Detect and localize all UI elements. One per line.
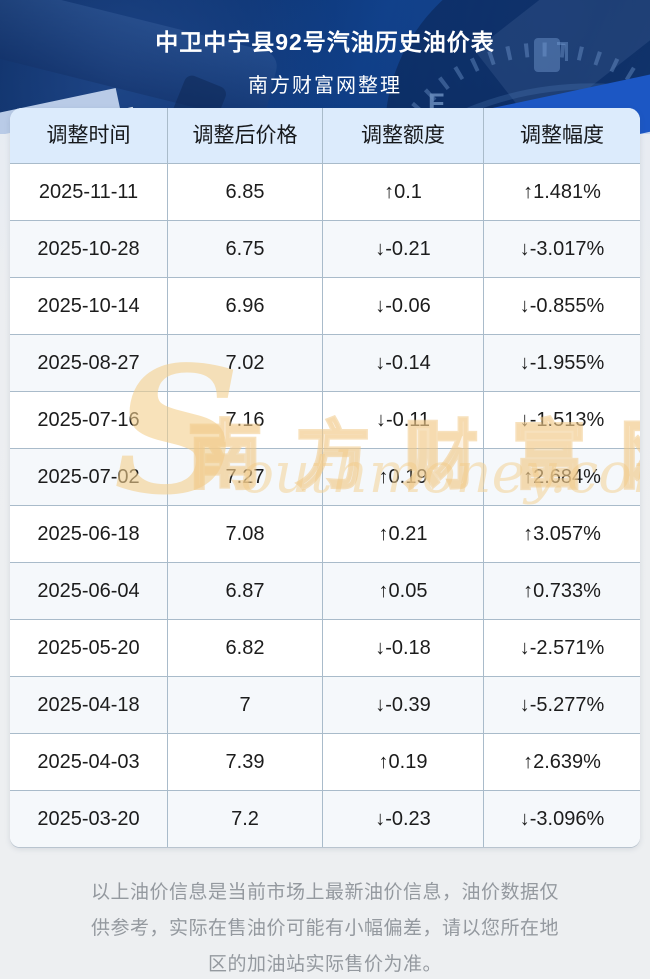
cell-percent: ↓-1.513% bbox=[483, 392, 640, 448]
cell-date: 2025-03-20 bbox=[37, 808, 140, 830]
cell-change: ↓-0.39 bbox=[322, 677, 483, 733]
cell-change: ↑0.1 bbox=[322, 164, 483, 220]
cell-date: 2025-08-27 bbox=[37, 352, 140, 374]
cell-date: 2025-06-18 bbox=[37, 523, 140, 545]
cell-date: 2025-05-20 bbox=[37, 637, 140, 659]
table-row: 2025-04-18 7 ↓-0.39 ↓-5.277% bbox=[10, 676, 640, 733]
cell-date: 2025-07-16 bbox=[37, 409, 140, 431]
cell-price: 6.75 bbox=[167, 221, 322, 277]
table-header-row: 调整时间 调整后价格 调整额度 调整幅度 bbox=[10, 108, 640, 163]
cell-percent: ↑1.481% bbox=[483, 164, 640, 220]
cell-percent: ↓-2.571% bbox=[483, 620, 640, 676]
col-header-adjust-amount: 调整额度 bbox=[322, 108, 483, 163]
price-table-card: 调整时间 调整后价格 调整额度 调整幅度 2025-11-11 6.85 ↑0.… bbox=[10, 108, 640, 847]
cell-percent: ↓-5.277% bbox=[483, 677, 640, 733]
cell-change: ↑0.19 bbox=[322, 734, 483, 790]
col-header-adjust-rate: 调整幅度 bbox=[483, 108, 640, 163]
cell-price: 7.02 bbox=[167, 335, 322, 391]
cell-date: 2025-10-28 bbox=[37, 238, 140, 260]
cell-change: ↑0.21 bbox=[322, 506, 483, 562]
cell-date: 2025-04-03 bbox=[37, 751, 140, 773]
banner: F 中卫中宁县92号汽油历史油价表 南方财富网整理 bbox=[0, 0, 650, 134]
table-row: 2025-10-28 6.75 ↓-0.21 ↓-3.017% bbox=[10, 220, 640, 277]
cell-price: 6.82 bbox=[167, 620, 322, 676]
cell-change: ↓-0.11 bbox=[322, 392, 483, 448]
table-row: 2025-08-27 7.02 ↓-0.14 ↓-1.955% bbox=[10, 334, 640, 391]
cell-percent: ↑0.733% bbox=[483, 563, 640, 619]
cell-price: 7.27 bbox=[167, 449, 322, 505]
cell-percent: ↓-3.017% bbox=[483, 221, 640, 277]
cell-change: ↓-0.18 bbox=[322, 620, 483, 676]
page-subtitle: 南方财富网整理 bbox=[248, 75, 402, 97]
table-body: 2025-11-11 6.85 ↑0.1 ↑1.481% 2025-10-28 … bbox=[10, 163, 640, 847]
cell-percent: ↑2.639% bbox=[483, 734, 640, 790]
cell-price: 7.39 bbox=[167, 734, 322, 790]
disclaimer-line: 供参考，实际在售油价可能有小幅偏差，请以您所在地 bbox=[90, 918, 559, 939]
cell-change: ↓-0.14 bbox=[322, 335, 483, 391]
col-header-adjust-date: 调整时间 bbox=[46, 124, 131, 147]
fuel-pump-icon bbox=[534, 38, 568, 72]
cell-date: 2025-06-04 bbox=[37, 580, 140, 602]
cell-price: 6.85 bbox=[167, 164, 322, 220]
cell-price: 6.87 bbox=[167, 563, 322, 619]
cell-date: 2025-07-02 bbox=[37, 466, 140, 488]
cell-change: ↓-0.06 bbox=[322, 278, 483, 334]
cell-price: 6.96 bbox=[167, 278, 322, 334]
cell-percent: ↑2.684% bbox=[483, 449, 640, 505]
page-title: 中卫中宁县92号汽油历史油价表 bbox=[155, 29, 495, 55]
cell-date: 2025-04-18 bbox=[37, 694, 140, 716]
table-row: 2025-05-20 6.82 ↓-0.18 ↓-2.571% bbox=[10, 619, 640, 676]
disclaimer-line: 区的加油站实际售价为准。 bbox=[207, 954, 442, 975]
cell-price: 7.16 bbox=[167, 392, 322, 448]
table-row: 2025-10-14 6.96 ↓-0.06 ↓-0.855% bbox=[10, 277, 640, 334]
disclaimer-line: 以上油价信息是当前市场上最新油价信息，油价数据仅 bbox=[90, 882, 559, 903]
col-header-adjusted-price: 调整后价格 bbox=[167, 108, 322, 163]
cell-date: 2025-11-11 bbox=[38, 181, 139, 203]
cell-change: ↑0.05 bbox=[322, 563, 483, 619]
table-row: 2025-07-02 7.27 ↑0.19 ↑2.684% bbox=[10, 448, 640, 505]
cell-price: 7.2 bbox=[167, 791, 322, 847]
cell-price: 7.08 bbox=[167, 506, 322, 562]
cell-price: 7 bbox=[167, 677, 322, 733]
cell-change: ↓-0.21 bbox=[322, 221, 483, 277]
cell-percent: ↓-0.855% bbox=[483, 278, 640, 334]
cell-percent: ↓-1.955% bbox=[483, 335, 640, 391]
table-row: 2025-06-04 6.87 ↑0.05 ↑0.733% bbox=[10, 562, 640, 619]
cell-percent: ↓-3.096% bbox=[483, 791, 640, 847]
table-row: 2025-07-16 7.16 ↓-0.11 ↓-1.513% bbox=[10, 391, 640, 448]
banner-titles: 中卫中宁县92号汽油历史油价表 南方财富网整理 bbox=[0, 0, 650, 98]
table-row: 2025-06-18 7.08 ↑0.21 ↑3.057% bbox=[10, 505, 640, 562]
table-row: 2025-03-20 7.2 ↓-0.23 ↓-3.096% bbox=[10, 790, 640, 847]
cell-date: 2025-10-14 bbox=[37, 295, 140, 317]
cell-change: ↓-0.23 bbox=[322, 791, 483, 847]
table-row: 2025-11-11 6.85 ↑0.1 ↑1.481% bbox=[10, 163, 640, 220]
table-row: 2025-04-03 7.39 ↑0.19 ↑2.639% bbox=[10, 733, 640, 790]
cell-change: ↑0.19 bbox=[322, 449, 483, 505]
disclaimer: 以上油价信息是当前市场上最新油价信息，油价数据仅 供参考，实际在售油价可能有小幅… bbox=[0, 835, 650, 979]
cell-percent: ↑3.057% bbox=[483, 506, 640, 562]
